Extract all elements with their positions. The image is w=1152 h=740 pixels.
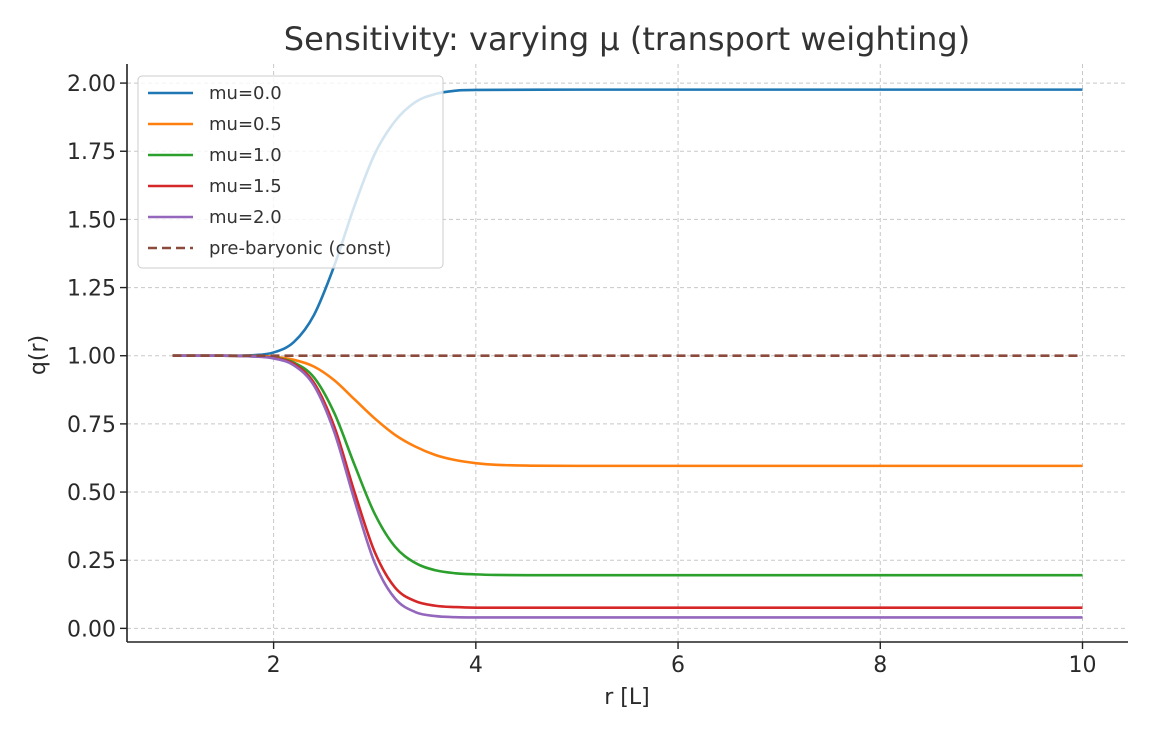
y-tick-label: 0.25 (67, 549, 116, 574)
x-tick-label: 2 (267, 653, 281, 678)
legend: mu=0.0 mu=0.5 mu=1.0 mu=1.5 mu=2.0 pre-baryon… (137, 75, 444, 269)
y-tick-label: 0.00 (67, 617, 116, 642)
series-line-mu-1-5 (172, 354, 1083, 609)
x-tick-label: 10 (1069, 653, 1097, 678)
legend-box (137, 75, 444, 269)
y-axis-label: q(r) (26, 335, 51, 375)
y-tick-label: 1.75 (67, 140, 116, 165)
legend-label-mu-1-5: mu=1.5 (209, 176, 282, 197)
legend-label-mu-0-5: mu=0.5 (209, 114, 282, 135)
y-axis-ticks: 0.00 0.25 0.50 0.75 1.00 1.25 1.50 1.75 2.00 (67, 72, 127, 642)
legend-label-mu-1-0: mu=1.0 (209, 145, 282, 166)
y-tick-label: 2.00 (67, 72, 116, 97)
legend-label-mu-2-0: mu=2.0 (209, 207, 282, 228)
y-tick-label: 0.50 (67, 481, 116, 506)
x-tick-label: 6 (671, 653, 685, 678)
x-axis-label: r [L] (604, 685, 649, 710)
x-tick-label: 8 (873, 653, 887, 678)
legend-label-pre-baryonic-const: pre-baryonic (const) (209, 238, 391, 259)
y-tick-label: 1.25 (67, 277, 116, 302)
x-tick-label: 4 (469, 653, 483, 678)
series-line-mu-0-5 (172, 354, 1083, 468)
chart-title: Sensitivity: varying μ (transport weight… (284, 20, 970, 58)
y-tick-label: 1.50 (67, 208, 116, 233)
series-line-mu-2-0 (172, 354, 1083, 619)
x-axis-ticks: 2 4 6 8 10 (267, 642, 1097, 678)
y-tick-label: 1.00 (67, 345, 116, 370)
series-lines (172, 88, 1083, 619)
legend-label-mu-0-0: mu=0.0 (209, 83, 282, 104)
y-tick-label: 0.75 (67, 413, 116, 438)
